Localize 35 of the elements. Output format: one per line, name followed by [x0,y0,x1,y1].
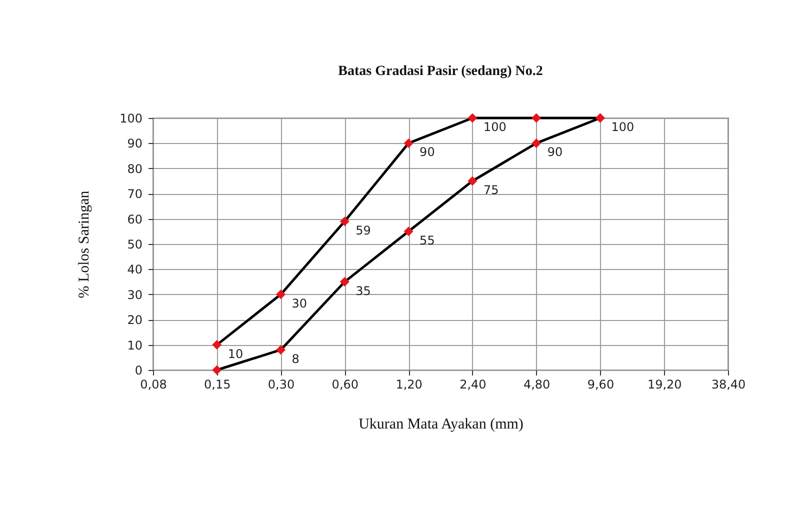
x-tick-label: 9,60 [587,378,614,392]
x-tick-label: 38,40 [711,378,746,392]
y-tick-label: 0 [134,364,142,378]
y-tick-label: 90 [127,136,142,151]
data-label: 100 [611,120,634,134]
x-tick-label: 0,15 [204,378,231,392]
data-label: 90 [420,145,435,160]
data-label: 8 [292,352,300,366]
y-tick-label: 50 [127,238,142,252]
data-label: 10 [228,346,244,361]
y-tick-label: 80 [127,162,142,176]
x-tick-label: 19,20 [647,378,682,392]
data-label: 30 [292,296,308,310]
data-label: 35 [356,284,371,298]
chart-title: Batas Gradasi Pasir (sedang) No.2 [338,64,543,79]
y-tick-label: 40 [127,262,142,277]
data-label: 75 [483,183,499,197]
data-label: 100 [483,120,506,134]
y-tick-label: 60 [127,212,142,226]
data-label: 90 [547,145,563,160]
x-tick-label: 0,60 [332,378,359,392]
x-tick-label: 4,80 [523,378,550,392]
y-tick-label: 20 [127,313,142,328]
y-tick-label: 10 [127,338,142,352]
x-axis-title: Ukuran Mata Ayakan (mm) [358,416,524,432]
x-tick-label: 0,08 [140,378,167,392]
x-tick-label: 0,30 [268,378,295,392]
data-label: 55 [420,233,435,248]
x-tick-label: 2,40 [460,378,486,392]
y-tick-label: 70 [127,187,142,202]
y-tick-label: 100 [120,112,142,126]
data-label: 59 [356,223,371,238]
y-axis-title: % Lolos Saringan [76,190,93,298]
x-tick-label: 1,20 [396,378,422,392]
y-tick-label: 30 [127,288,142,302]
